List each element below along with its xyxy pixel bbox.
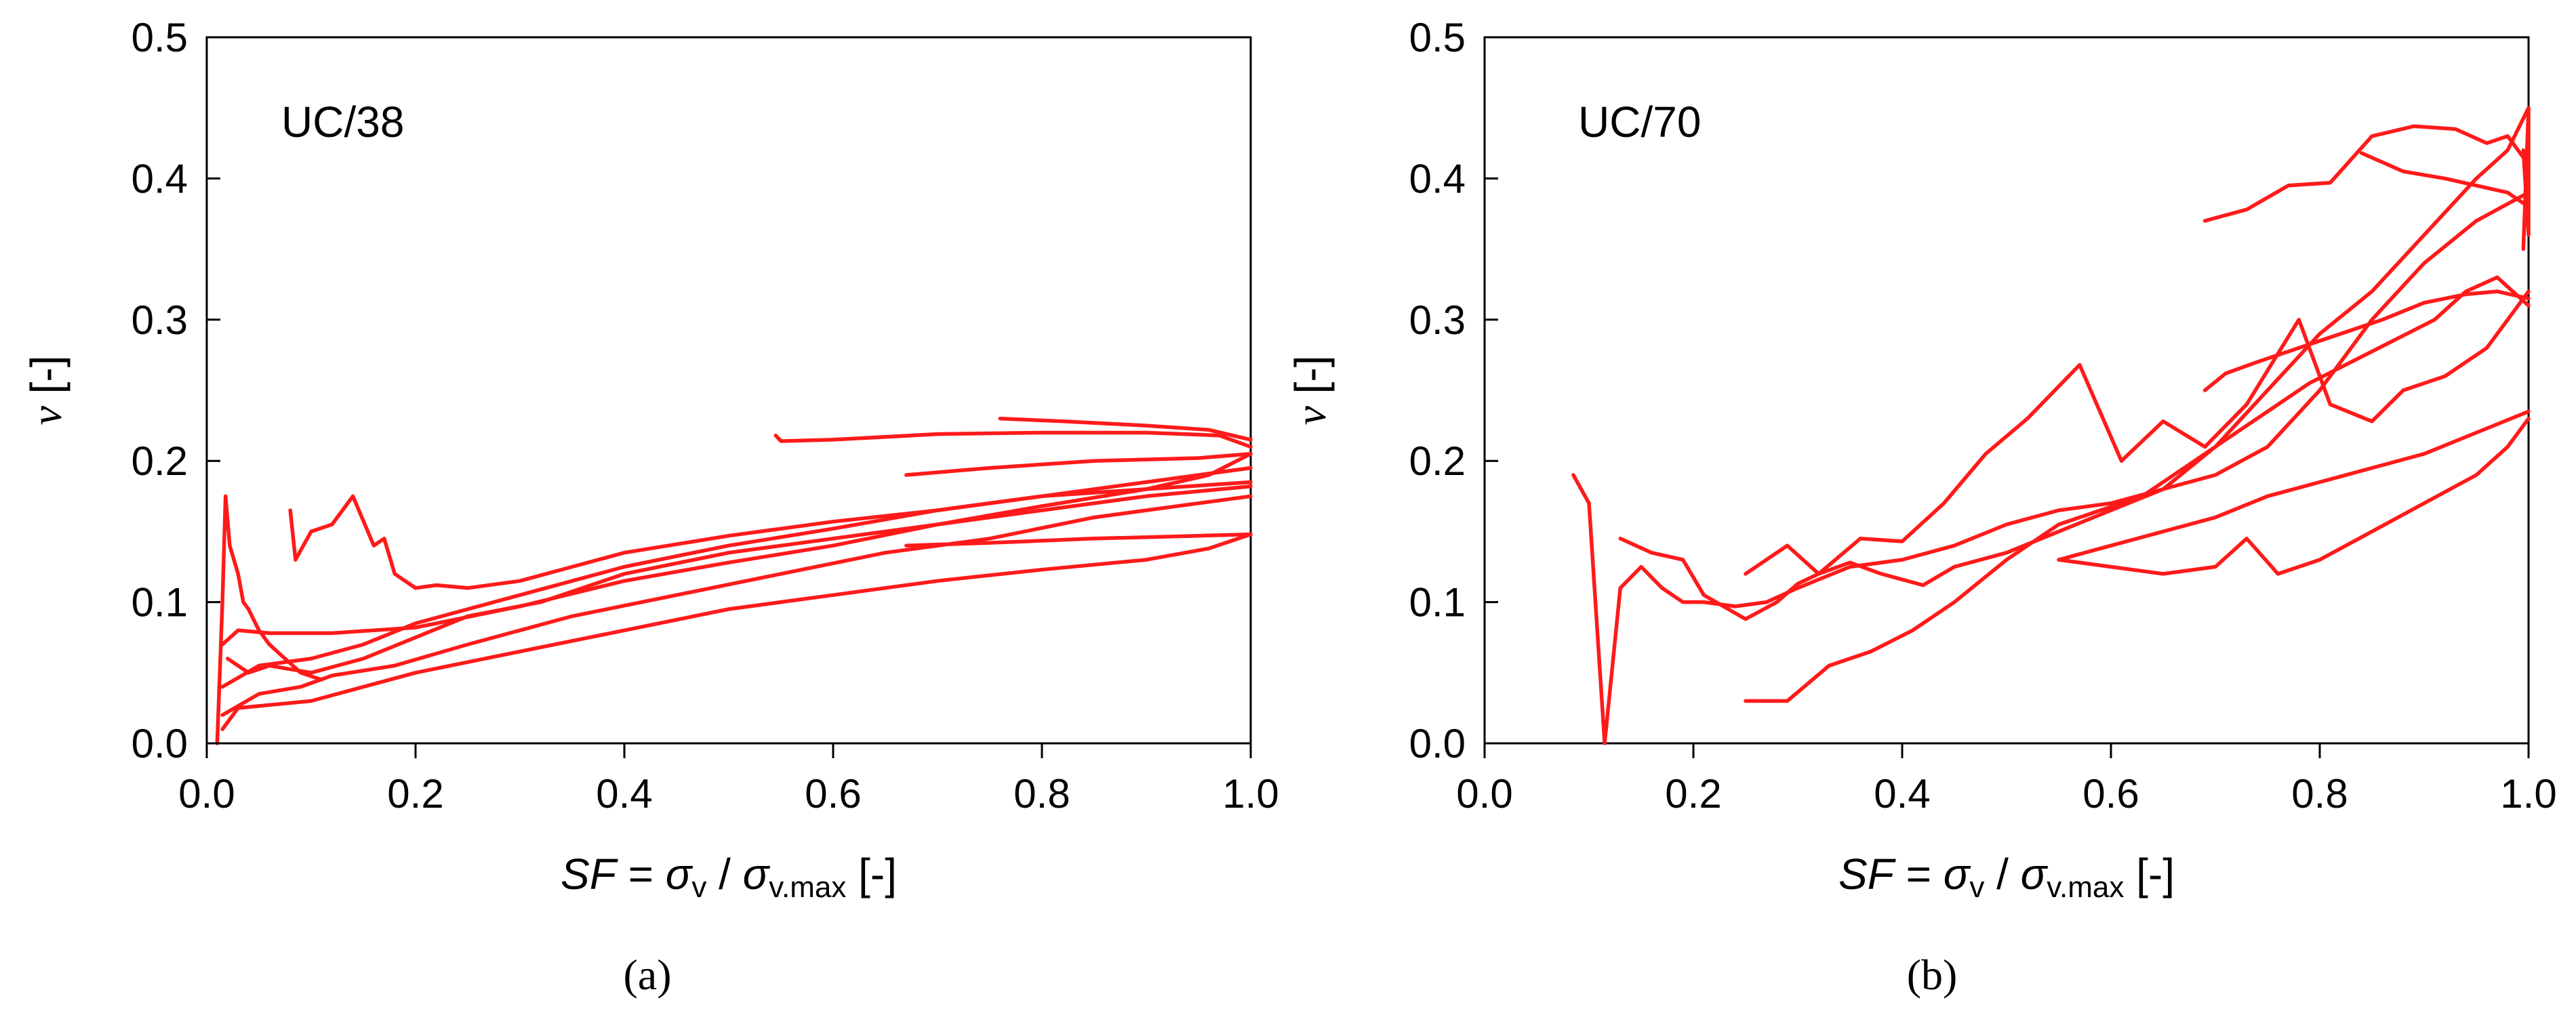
x-tick-label-b: 0.6: [2082, 771, 2139, 816]
series-line-a-8: [773, 430, 1253, 449]
y-tick-label-b: 0.2: [1409, 438, 1466, 484]
x-tick-label-b: 1.0: [2500, 771, 2556, 816]
y-tick-label-a: 0.5: [132, 15, 188, 60]
x-tick-label-a: 0.8: [1013, 771, 1070, 816]
x-tick-label-b: 0.4: [1874, 771, 1930, 816]
series-line-a-7: [288, 480, 1253, 590]
y-tick-label-a: 0.2: [132, 438, 188, 484]
x-tick-label-a: 0.0: [178, 771, 235, 816]
panel-caption-a: (a): [623, 951, 671, 999]
x-tick-label-b: 0.0: [1456, 771, 1512, 816]
y-tick-label-b: 0.3: [1409, 297, 1466, 343]
x-ticks-b: 0.0 0.2 0.4 0.6 0.8 1.0: [1456, 743, 2557, 816]
series-line-b-4: [1744, 275, 2531, 703]
y-tick-label-a: 0.3: [132, 297, 188, 343]
series-line-a-2: [220, 452, 1253, 646]
y-tick-label-b: 0.5: [1409, 15, 1466, 60]
series-line-b-8: [2202, 124, 2531, 223]
y-axis-label-b: ν [-]: [1286, 355, 1335, 425]
series-line-a-10: [904, 452, 1253, 477]
x-tick-label-b: 0.8: [2291, 771, 2348, 816]
x-tick-label-a: 0.2: [387, 771, 443, 816]
series-line-b-1: [1571, 190, 2531, 745]
y-ticks-a: 0.0 0.1 0.2 0.3 0.4 0.5: [132, 15, 220, 766]
panel-annotation-a: UC/38: [281, 98, 404, 146]
x-tick-label-b: 0.2: [1665, 771, 1721, 816]
panel-caption-b: (b): [1907, 951, 1958, 999]
panel-annotation-b: UC/70: [1578, 98, 1701, 146]
y-tick-label-a: 0.1: [132, 580, 188, 625]
x-tick-label-a: 1.0: [1222, 771, 1279, 816]
series-line-a-9: [998, 416, 1253, 442]
y-axis-label-a: ν [-]: [22, 355, 71, 425]
series-group-b: [1571, 106, 2531, 745]
series-line-b-3: [1744, 289, 2531, 576]
series-line-a-4: [226, 484, 1253, 675]
series-group-a: [215, 416, 1253, 745]
x-axis-label-b: SF = σv / σv.max [-]: [1838, 850, 2175, 904]
series-line-a-11: [904, 532, 1253, 547]
series-line-a-6: [220, 532, 1253, 731]
series-line-b-10: [2521, 106, 2531, 251]
plot-frame-a: [205, 36, 1252, 745]
y-tick-label-b: 0.1: [1409, 580, 1466, 625]
series-line-b-5: [2057, 416, 2531, 576]
y-tick-label-a: 0.0: [132, 721, 188, 766]
x-ticks-a: 0.0 0.2 0.4 0.6 0.8 1.0: [178, 743, 1279, 816]
y-ticks-b: 0.0 0.1 0.2 0.3 0.4 0.5: [1409, 15, 1498, 766]
x-axis-label-a: SF = σv / σv.max [-]: [561, 850, 897, 904]
y-tick-label-b: 0.0: [1409, 721, 1466, 766]
series-line-b-7: [2202, 289, 2531, 392]
plot-frame-b: [1483, 36, 2530, 745]
x-tick-label-a: 0.6: [805, 771, 861, 816]
panel-a-chart: 0.0 0.2 0.4 0.6 0.8 1.0 0.0 0.1 0.2 0.3 0.4 0.5 UC…: [22, 15, 1279, 999]
y-tick-label-a: 0.4: [132, 156, 188, 201]
series-line-a-5: [220, 494, 1253, 718]
series-line-b-9: [2359, 151, 2531, 209]
panel-b-chart: 0.0 0.2 0.4 0.6 0.8 1.0 0.0 0.1 0.2 0.3 0.4 0.5 UC…: [1286, 15, 2557, 999]
x-tick-label-a: 0.4: [596, 771, 652, 816]
series-line-b-6: [2057, 409, 2531, 562]
y-tick-label-b: 0.4: [1409, 156, 1466, 201]
series-line-b-2: [1618, 106, 2531, 621]
